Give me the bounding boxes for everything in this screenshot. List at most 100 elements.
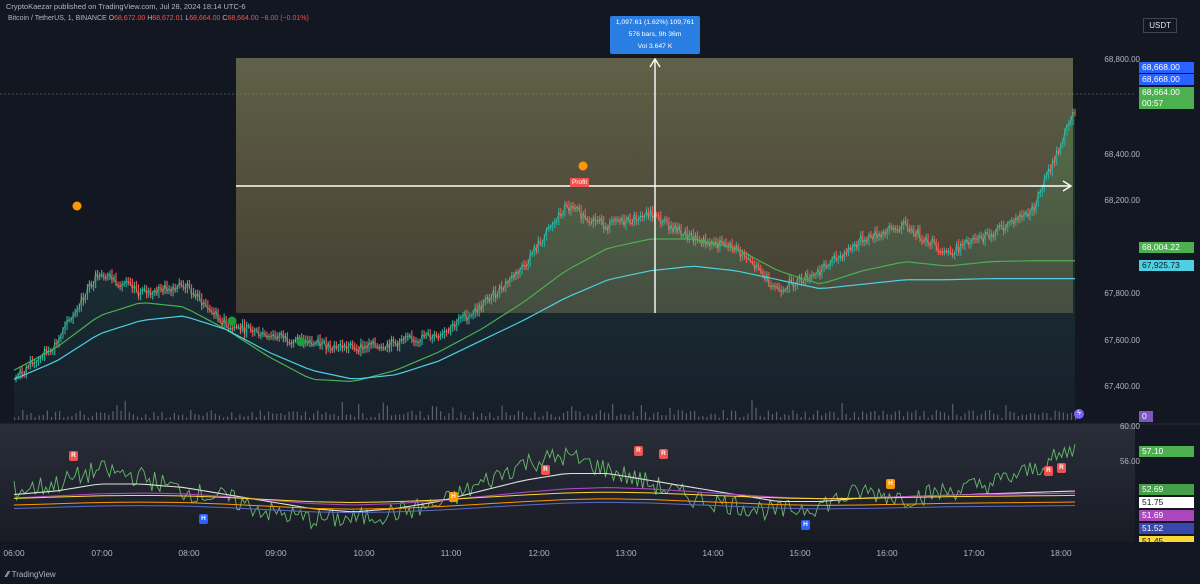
volume-bar — [538, 417, 540, 420]
measure-h-arrow — [1062, 180, 1073, 192]
volume-bar — [444, 416, 446, 420]
volume-bar — [915, 410, 917, 420]
measure-v-arrow — [649, 57, 661, 68]
volume-bar — [841, 403, 843, 420]
volume-bar — [771, 413, 774, 420]
volume-bar — [1021, 414, 1023, 420]
volume-bar — [984, 410, 987, 420]
volume-bar — [460, 412, 462, 420]
volume-bar — [730, 410, 733, 420]
oscillator-line — [13, 444, 1076, 530]
volume-bar — [218, 415, 221, 420]
volume-bar — [440, 411, 442, 420]
volume-tag: 0 — [1139, 411, 1153, 422]
high-value: 68,672.01 — [152, 15, 184, 22]
tradingview-logo-icon: ⁄⁄ — [6, 570, 9, 579]
volume-bar — [112, 411, 114, 420]
volume-bar — [599, 410, 602, 420]
price-tick: 67,800.00 — [1104, 289, 1140, 298]
symbol-name[interactable]: Bitcoin / TetherUS, 1, BINANCE — [8, 15, 107, 22]
signal-r: R — [69, 451, 78, 461]
volume-bar — [808, 417, 810, 420]
volume-bar — [313, 413, 315, 420]
volume-bar — [939, 411, 942, 420]
signal-h: H — [801, 520, 810, 530]
price-tag-ma2: 67,925.73 — [1139, 260, 1194, 271]
profit-label: Profit — [570, 178, 590, 187]
volume-bar — [276, 413, 278, 420]
measure-bars: 576 bars, 9h 36m — [628, 31, 682, 38]
volume-bar — [157, 416, 159, 420]
volume-bar — [1070, 412, 1073, 420]
volume-bar — [161, 412, 163, 420]
volume-bar — [665, 415, 667, 420]
volume-bar — [1062, 412, 1064, 420]
low-label: L — [185, 15, 190, 22]
volume-bar — [300, 415, 302, 420]
price-tick: 68,800.00 — [1104, 55, 1140, 64]
volume-bar — [710, 413, 712, 420]
volume-bar — [579, 411, 581, 420]
volume-bar — [911, 412, 913, 420]
time-tick: 13:00 — [615, 548, 637, 558]
measure-tooltip: 1,097.61 (1.62%) 109,761 576 bars, 9h 36… — [610, 16, 700, 54]
volume-bar — [919, 416, 921, 420]
volume-bar — [1017, 415, 1019, 420]
volume-bar — [399, 414, 401, 420]
time-tick: 08:00 — [178, 548, 200, 558]
volume-bar — [132, 414, 134, 420]
signal-dot-green — [296, 337, 306, 347]
volume-bar — [714, 413, 716, 420]
volume-bar — [517, 410, 520, 420]
volume-bar — [931, 414, 933, 420]
volume-bar — [542, 415, 544, 420]
volume-bar — [124, 400, 126, 420]
volume-bar — [952, 403, 954, 420]
volume-bar — [509, 415, 511, 420]
volume-bar — [345, 414, 348, 420]
volume-bar — [42, 415, 44, 420]
volume-bar — [562, 413, 565, 420]
volume-bar — [280, 413, 282, 420]
volume-bar — [554, 416, 556, 420]
lightning-icon[interactable]: ϟ — [1074, 409, 1084, 419]
volume-bar — [304, 411, 307, 420]
open-label: O — [108, 15, 115, 22]
volume-bar — [59, 410, 61, 420]
volume-bar — [616, 416, 618, 420]
volume-bar — [739, 417, 741, 420]
volume-bar — [694, 410, 696, 420]
price-area — [14, 111, 1075, 420]
volume-bar — [583, 416, 585, 420]
time-tick: 15:00 — [789, 548, 811, 558]
volume-bar — [22, 410, 24, 420]
volume-bar — [308, 417, 311, 420]
volume-bar — [476, 416, 479, 420]
volume-bar — [83, 414, 85, 420]
osc-tag-blue: 51.52 — [1139, 523, 1194, 534]
volume-bar — [861, 411, 864, 420]
volume-bar — [526, 416, 528, 420]
signal-dot-orange — [578, 161, 588, 171]
currency-selector[interactable]: USDT — [1143, 18, 1177, 33]
volume-bar — [972, 410, 974, 420]
signal-dot-green — [227, 316, 237, 326]
low-value: 68,664.00 — [189, 15, 221, 22]
volume-bar — [116, 405, 118, 420]
volume-bar — [784, 414, 786, 420]
volume-bar — [870, 411, 872, 420]
volume-bar — [382, 402, 384, 420]
volume-bar — [91, 415, 94, 420]
volume-bar — [677, 410, 679, 420]
volume-bar — [210, 410, 212, 420]
volume-bar — [620, 413, 622, 420]
volume-bar — [251, 412, 253, 420]
volume-bar — [472, 411, 475, 420]
volume-bar — [636, 416, 638, 420]
tradingview-brand[interactable]: ⁄⁄ TradingView — [6, 570, 56, 579]
volume-bar — [247, 416, 249, 420]
volume-bar — [1050, 417, 1052, 420]
volume-bar — [374, 416, 376, 420]
volume-bar — [673, 414, 675, 420]
